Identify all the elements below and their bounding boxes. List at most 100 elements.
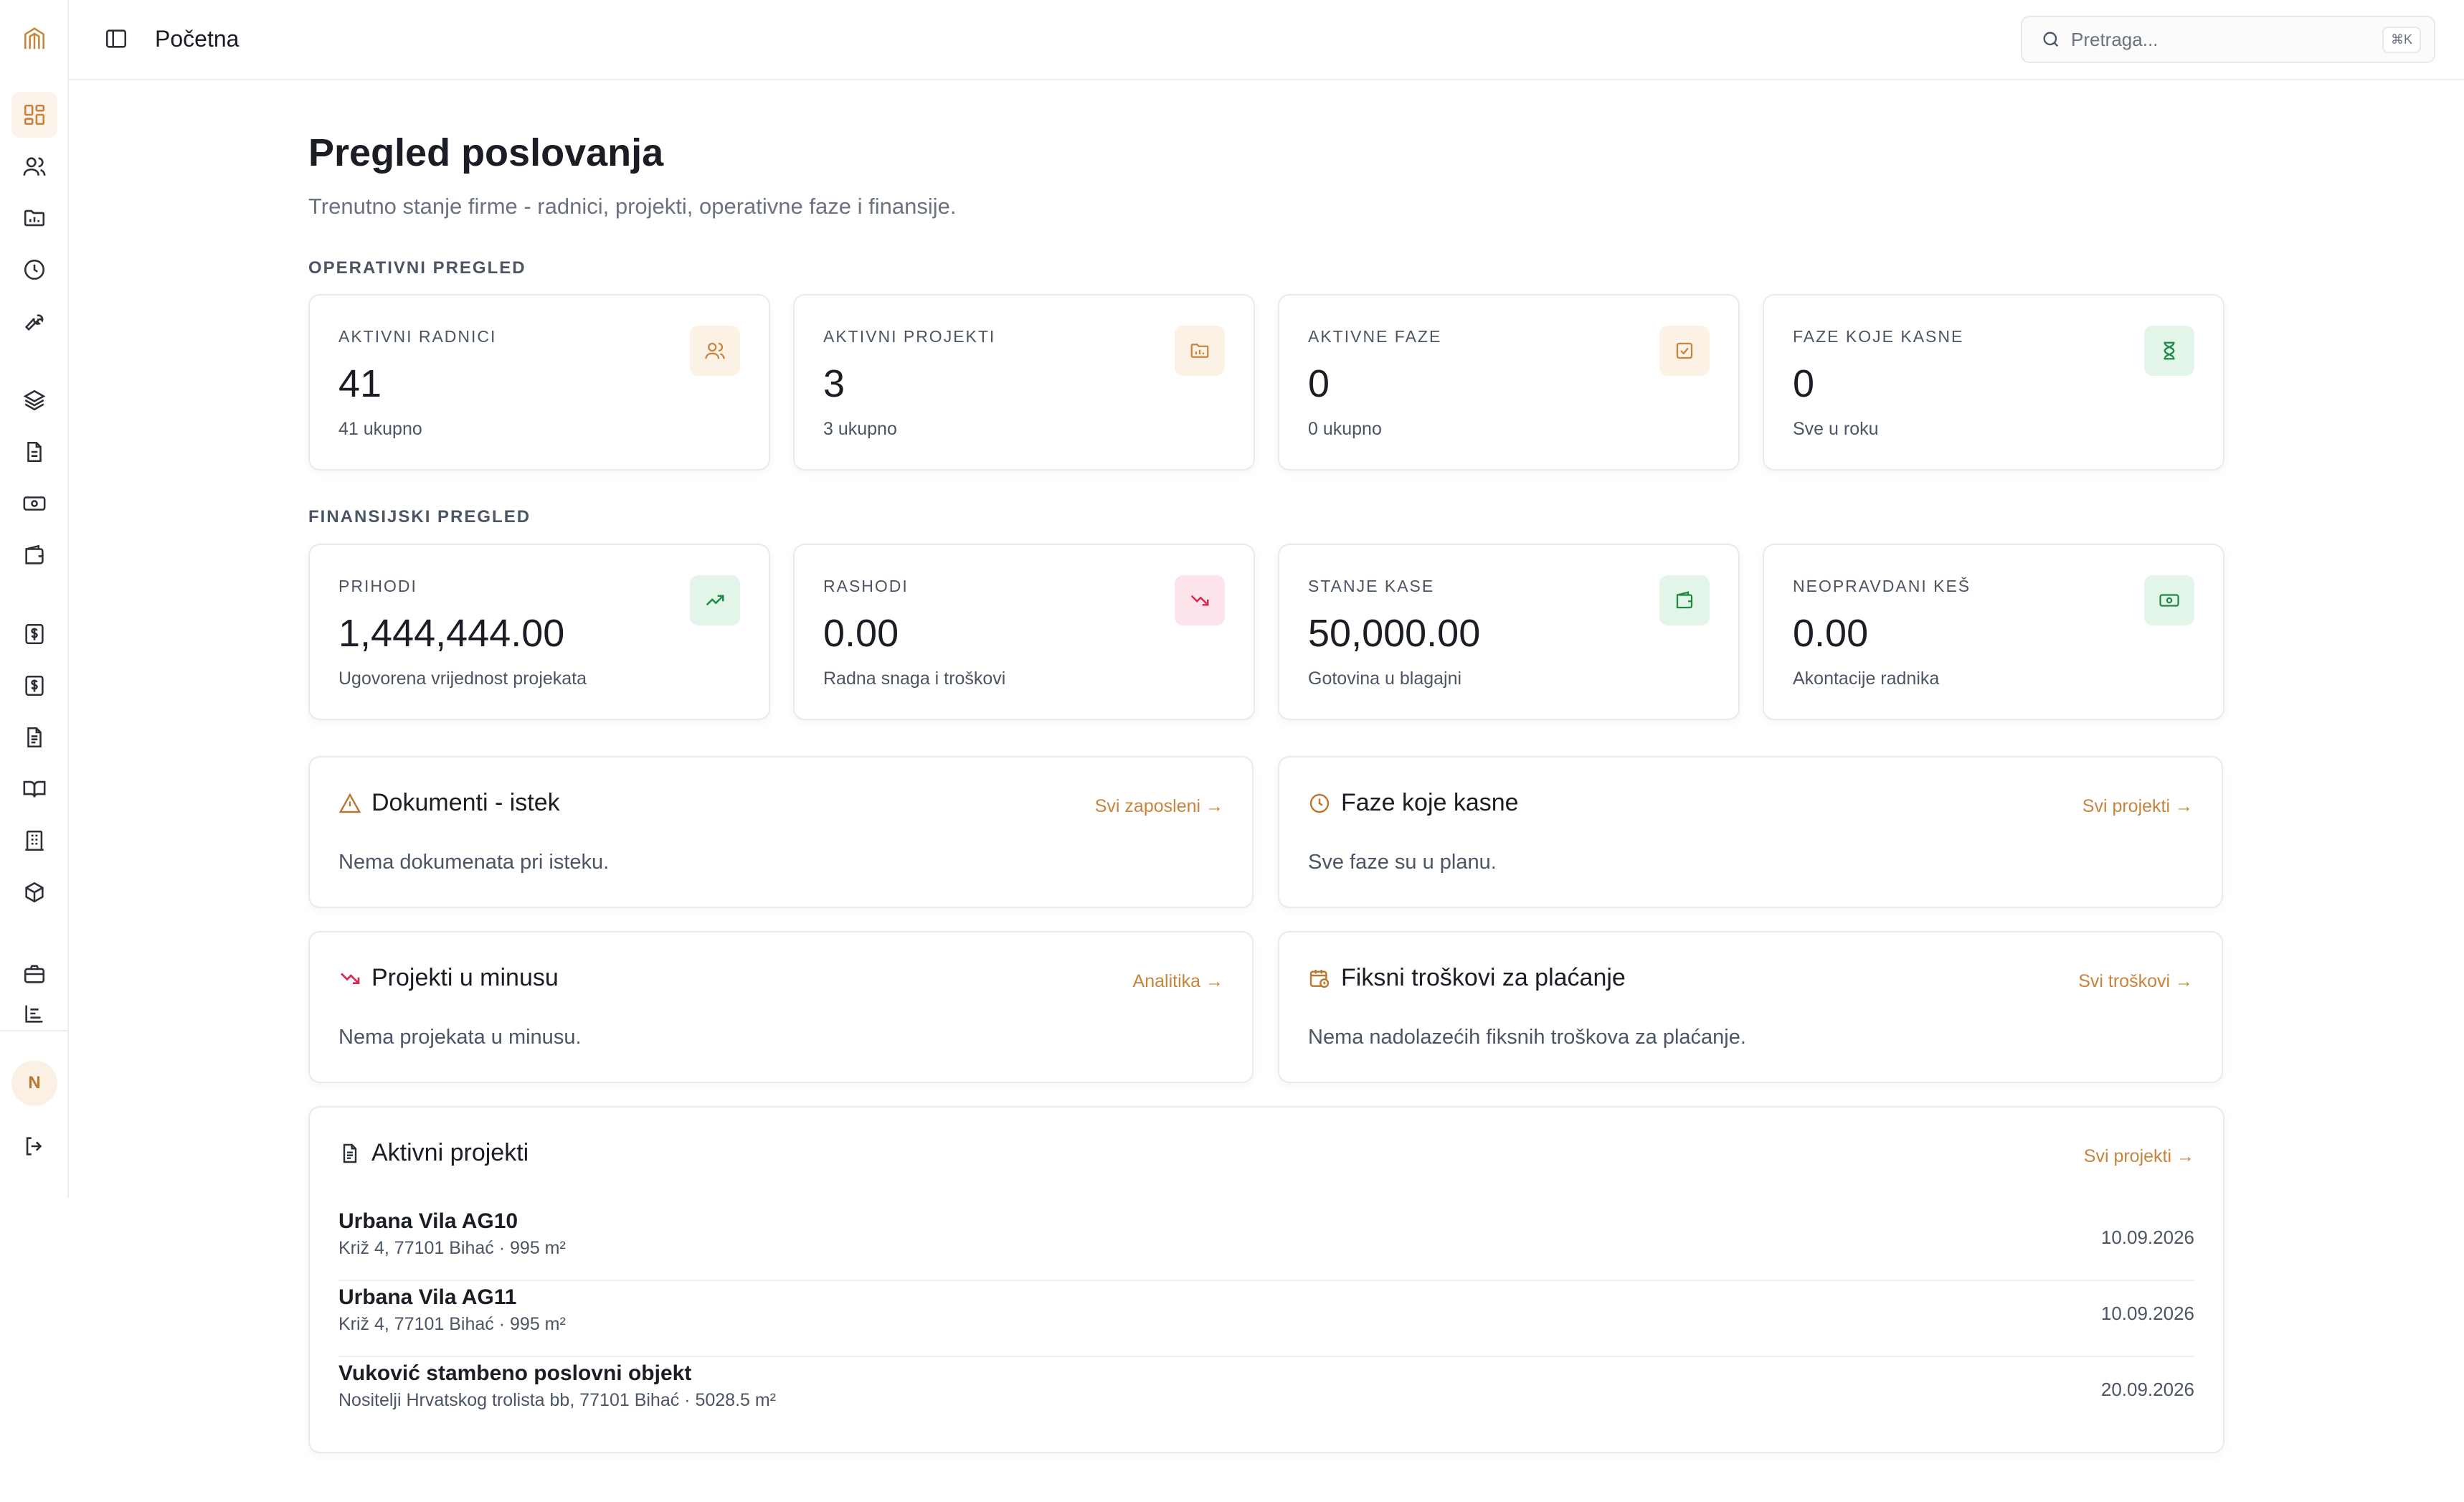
sidebar-item-inventory[interactable]: [11, 869, 57, 915]
trending-down-icon: [341, 972, 360, 984]
clock-icon: [24, 259, 45, 280]
stat-card-expenses[interactable]: RASHODI 0.00 Radna snaga i troškovi: [793, 544, 1255, 720]
app-logo[interactable]: [17, 22, 52, 56]
stat-icon-badge: [1659, 326, 1710, 376]
stat-label: AKTIVNE FAZE: [1308, 327, 1442, 346]
project-row[interactable]: Vuković stambeno poslovni objekt Nositel…: [338, 1357, 2194, 1433]
calendar-clock-icon: [1309, 969, 1330, 988]
banknote-icon: [2159, 594, 2179, 607]
logo-icon: [24, 27, 44, 49]
all-projects-link[interactable]: Svi projekti →: [2082, 796, 2193, 816]
book-open-icon: [23, 780, 46, 798]
users-icon: [705, 342, 725, 359]
project-meta: Nositelji Hrvatskog trolista bb, 77101 B…: [338, 1390, 777, 1410]
analytics-link[interactable]: Analitika →: [1132, 971, 1223, 991]
panel-left-icon: [105, 29, 127, 48]
stat-label: STANJE KASE: [1308, 577, 1435, 595]
project-name: Vuković stambeno poslovni objekt: [338, 1361, 692, 1385]
stat-value: 0.00: [1793, 612, 1869, 655]
project-name: Urbana Vila AG10: [338, 1209, 518, 1233]
panel-header: Aktivni projekti: [338, 1139, 529, 1167]
stat-value: 50,000.00: [1308, 612, 1481, 655]
wallet-icon: [25, 544, 44, 565]
sidebar-item-hr[interactable]: [11, 951, 57, 997]
stat-value: 1,444,444.00: [338, 612, 565, 655]
stat-card-active-workers[interactable]: AKTIVNI RADNICI 41 41 ukupno: [308, 294, 770, 471]
stat-icon-badge: [690, 575, 740, 625]
stat-sub: Akontacije radnika: [1793, 669, 1940, 689]
panel-fixed-costs: Fiksni troškovi za plaćanje Svi troškovi…: [1278, 931, 2223, 1083]
stat-label: FAZE KOJE KASNE: [1793, 327, 1964, 346]
project-row[interactable]: Urbana Vila AG11 Križ 4, 77101 Bihać · 9…: [338, 1281, 2194, 1357]
stat-label: AKTIVNI PROJEKTI: [823, 327, 996, 346]
stat-card-income[interactable]: PRIHODI 1,444,444.00 Ugovorena vrijednos…: [308, 544, 770, 720]
sidebar-item-workers[interactable]: [11, 143, 57, 189]
stat-card-active-phases[interactable]: AKTIVNE FAZE 0 0 ukupno: [1278, 294, 1740, 471]
stat-card-active-projects[interactable]: AKTIVNI PROJEKTI 3 3 ukupno: [793, 294, 1255, 471]
stat-icon-badge: [2144, 575, 2194, 625]
sidebar-item-dashboard[interactable]: [11, 92, 57, 138]
users-icon: [23, 157, 46, 176]
avatar[interactable]: N: [11, 1060, 57, 1106]
sidebar-item-payments[interactable]: [11, 663, 57, 709]
page-subtitle: Trenutno stanje firme - radnici, projekt…: [308, 194, 957, 219]
all-employees-link[interactable]: Svi zaposleni →: [1094, 796, 1223, 816]
search-icon: [2043, 32, 2059, 47]
stat-value: 0.00: [823, 612, 899, 655]
project-date: 10.09.2026: [2100, 1303, 2194, 1324]
stat-value: 0: [1793, 362, 1815, 405]
dashboard-icon: [24, 104, 45, 126]
sidebar-toggle-button[interactable]: [102, 24, 131, 53]
operational-section-label: OPERATIVNI PREGLED: [308, 258, 526, 278]
stat-icon-badge: [1175, 326, 1225, 376]
panel-empty-text: Sve faze su u planu.: [1308, 851, 1497, 874]
panel-header: Faze koje kasne: [1308, 789, 1519, 817]
stat-label: NEOPRAVDANI KEŠ: [1793, 577, 1971, 595]
project-date: 10.09.2026: [2100, 1227, 2194, 1248]
sidebar: N: [0, 0, 69, 1198]
project-row[interactable]: Urbana Vila AG10 Križ 4, 77101 Bihać · 9…: [338, 1205, 2194, 1281]
sidebar-item-layers[interactable]: [11, 377, 57, 423]
sidebar-item-tools[interactable]: [11, 298, 57, 344]
dollar-receipt-icon: [25, 623, 44, 645]
logout-icon: [26, 1137, 42, 1156]
financial-section-label: FINANSIJSKI PREGLED: [308, 507, 531, 526]
stat-card-cash-balance[interactable]: STANJE KASE 50,000.00 Gotovina u blagajn…: [1278, 544, 1740, 720]
panel-title: Aktivni projekti: [371, 1139, 529, 1166]
sidebar-item-reports[interactable]: [11, 714, 57, 760]
all-costs-link[interactable]: Svi troškovi →: [2078, 971, 2193, 991]
panel-active-projects: Aktivni projekti Svi projekti → Urbana V…: [308, 1106, 2224, 1453]
panel-empty-text: Nema dokumenata pri isteku.: [338, 851, 610, 874]
sidebar-item-invoices[interactable]: [11, 611, 57, 657]
sidebar-item-projects[interactable]: [11, 195, 57, 241]
stat-value: 41: [338, 362, 382, 405]
logout-button[interactable]: [11, 1123, 57, 1169]
sidebar-item-time[interactable]: [11, 247, 57, 293]
panel-title: Fiksni troškovi za plaćanje: [1341, 964, 1626, 991]
sidebar-item-catalog[interactable]: [11, 766, 57, 812]
search-input[interactable]: Pretraga... ⌘K: [2021, 16, 2435, 63]
sidebar-item-wallet[interactable]: [11, 532, 57, 578]
stat-card-late-phases[interactable]: FAZE KOJE KASNE 0 Sve u roku: [1763, 294, 2224, 471]
folder-chart-icon: [24, 209, 45, 227]
stat-card-unjustified-cash[interactable]: NEOPRAVDANI KEŠ 0.00 Akontacije radnika: [1763, 544, 2224, 720]
folder-chart-icon: [1190, 344, 1209, 358]
banknote-icon: [23, 496, 46, 511]
stat-icon-badge: [1175, 575, 1225, 625]
box-icon: [25, 882, 44, 903]
sidebar-item-documents[interactable]: [11, 429, 57, 475]
stat-value: 0: [1308, 362, 1330, 405]
search-placeholder: Pretraga...: [2071, 28, 2159, 50]
trending-down-icon: [1190, 595, 1209, 606]
trending-up-icon: [706, 595, 724, 606]
panel-empty-text: Nema nadolazećih fiksnih troškova za pla…: [1308, 1026, 1746, 1049]
sidebar-item-company[interactable]: [11, 818, 57, 864]
clock-icon: [1309, 793, 1330, 813]
stat-label: PRIHODI: [338, 577, 417, 595]
sidebar-item-analytics[interactable]: [11, 996, 57, 1027]
wallet-icon: [1676, 591, 1693, 609]
stat-sub: 41 ukupno: [338, 419, 422, 439]
sidebar-item-cash[interactable]: [11, 481, 57, 526]
all-projects-link[interactable]: Svi projekti →: [2083, 1146, 2194, 1166]
project-meta: Križ 4, 77101 Bihać · 995 m²: [338, 1238, 566, 1258]
